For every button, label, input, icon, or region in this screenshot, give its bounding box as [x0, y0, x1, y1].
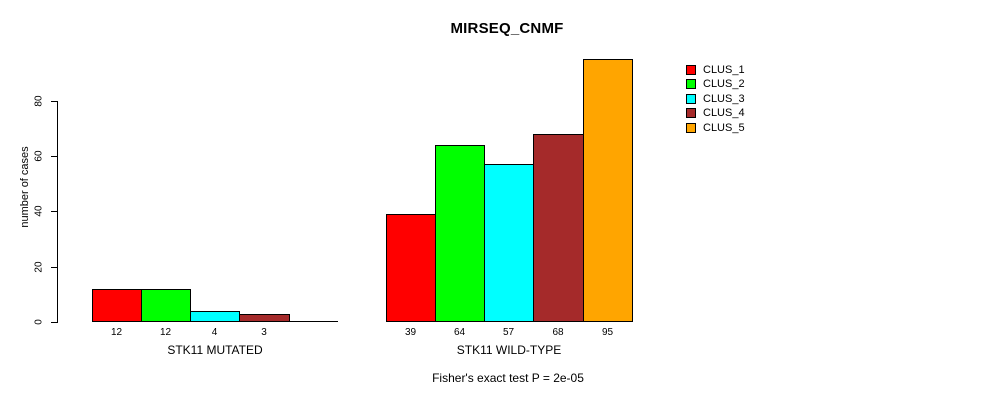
y-tick-mark	[51, 211, 57, 212]
bar-clus_4	[239, 314, 290, 322]
y-axis-label: number of cases	[19, 146, 31, 228]
legend-item-clus_5: CLUS_5	[686, 122, 745, 134]
bar-clus_2	[435, 145, 485, 322]
legend-swatch-clus_5	[686, 122, 696, 133]
bar-clus_1	[386, 214, 436, 322]
bar-value-label: 12	[110, 327, 123, 338]
legend-swatch-clus_4	[686, 108, 696, 119]
y-tick-label: 80	[33, 95, 45, 107]
y-tick-label: 40	[33, 205, 45, 217]
legend-swatch-clus_2	[686, 79, 696, 90]
y-tick-mark	[51, 101, 57, 102]
group-label-stk11-wild-type: STK11 WILD-TYPE	[456, 343, 562, 357]
bar-clus_5	[583, 59, 633, 322]
legend-label-clus_4: CLUS_4	[703, 107, 745, 120]
bar-value-label: 12	[159, 327, 172, 338]
legend-label-clus_5: CLUS_5	[703, 121, 745, 134]
bar-clus_4	[533, 134, 584, 322]
y-tick-label: 60	[33, 150, 45, 162]
legend-item-clus_4: CLUS_4	[686, 107, 745, 119]
y-tick-mark	[51, 322, 57, 323]
legend-item-clus_3: CLUS_3	[686, 93, 745, 105]
bar-clus_1	[92, 289, 142, 322]
bar-clus_3	[484, 164, 534, 322]
bar-clus_2	[141, 289, 191, 322]
fisher-test-annotation: Fisher's exact test P = 2e-05	[432, 371, 584, 385]
bar-value-label: 4	[211, 327, 218, 338]
bar-value-label: 64	[453, 327, 466, 338]
legend-swatch-clus_3	[686, 93, 696, 104]
y-tick-label: 20	[33, 261, 45, 273]
legend-item-clus_1: CLUS_1	[686, 64, 745, 76]
legend-item-clus_2: CLUS_2	[686, 78, 745, 90]
legend-label-clus_2: CLUS_2	[703, 78, 745, 91]
legend-label-clus_3: CLUS_3	[703, 92, 745, 105]
y-tick-mark	[51, 267, 57, 268]
bar-value-label: 57	[502, 327, 515, 338]
chart-title: MIRSEQ_CNMF	[450, 20, 564, 37]
y-axis-line	[57, 101, 58, 323]
bar-value-label: 3	[261, 327, 267, 338]
bar-value-label: 39	[404, 327, 417, 338]
group-label-stk11-mutated: STK11 MUTATED	[167, 343, 263, 357]
bar-value-label: 68	[552, 327, 564, 338]
legend-swatch-clus_1	[686, 65, 696, 75]
legend-label-clus_1: CLUS_1	[703, 64, 745, 76]
bar-clus_3	[190, 311, 240, 322]
bar-value-label: 95	[601, 327, 614, 338]
y-tick-label: 0	[33, 319, 45, 325]
y-tick-mark	[51, 156, 57, 157]
